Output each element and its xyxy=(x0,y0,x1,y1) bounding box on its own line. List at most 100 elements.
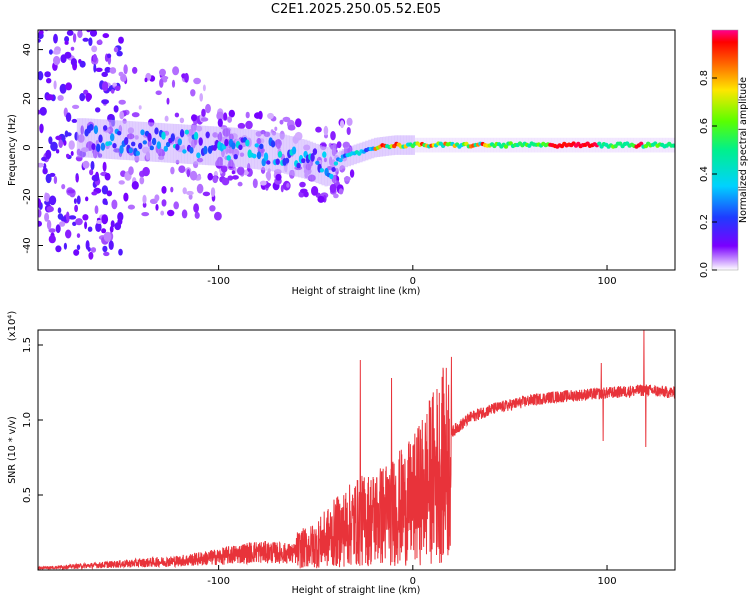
spectrogram-noise-cell xyxy=(76,195,81,205)
spectrogram-band-cell xyxy=(309,141,314,181)
spectrogram-band-cell xyxy=(283,134,287,174)
spectrogram-noise-cell xyxy=(311,186,319,196)
spectrogram-ridge-cell xyxy=(312,148,318,156)
spectrogram-noise-cell xyxy=(65,112,72,122)
spectrogram-noise-cell xyxy=(330,131,336,141)
spectrogram-noise-cell xyxy=(118,36,124,44)
spectrogram-noise-cell xyxy=(79,21,83,29)
spectrogram-ridge-cell xyxy=(233,154,238,160)
spectrogram-noise-cell xyxy=(53,33,58,44)
spectrogram-noise-cell xyxy=(45,94,54,101)
spectrogram-noise-cell xyxy=(76,233,81,239)
spectrogram-ridge-cell xyxy=(226,155,231,161)
spectrogram-noise-cell xyxy=(66,153,70,158)
spectrogram-noise-cell xyxy=(182,187,187,195)
spectrogram-marks xyxy=(38,21,675,260)
spectrogram-y-ticks: -40 -20 0 20 40 xyxy=(22,43,43,254)
spectrogram-noise-cell xyxy=(38,162,45,168)
spectrogram-noise-cell xyxy=(173,201,179,210)
spectrogram-noise-cell xyxy=(82,214,89,221)
spectrogram-noise-cell xyxy=(64,36,70,43)
spectrogram-noise-cell xyxy=(44,71,51,78)
spectrogram-noise-cell xyxy=(190,89,196,97)
spectrogram-panel: -100 0 100 -40 -20 0 20 40 Height of straight … xyxy=(7,21,676,297)
spectrogram-ridge-cell xyxy=(175,143,180,151)
spectrogram-noise-cell xyxy=(76,244,81,251)
spectrogram-noise-cell xyxy=(237,181,243,187)
spectrogram-noise-cell xyxy=(103,251,110,257)
spectrogram-noise-cell xyxy=(161,186,167,194)
spectrogram-ridge-cell xyxy=(291,146,297,155)
spectrogram-noise-cell xyxy=(95,23,100,29)
snr-y-tick-label: 1.0 xyxy=(22,412,33,428)
spectrogram-x-label: Height of straight line (km) xyxy=(292,286,421,297)
spectrogram-noise-cell xyxy=(85,196,89,202)
snr-y-label: SNR (10 * v/v) xyxy=(7,416,18,484)
spectrogram-band-cell xyxy=(341,149,346,169)
spectrogram-band-cell xyxy=(330,145,334,185)
spectrogram-noise-cell xyxy=(282,116,291,123)
spectrogram-noise-cell xyxy=(111,199,118,210)
spectrogram-noise-cell xyxy=(57,95,64,101)
spectrogram-band-cell xyxy=(196,125,200,165)
spectrogram-band-cell xyxy=(280,133,284,173)
spectrogram-noise-cell xyxy=(227,116,233,123)
spectrogram-noise-cell xyxy=(79,60,86,68)
spectrogram-noise-cell xyxy=(243,169,249,176)
spectrogram-noise-cell xyxy=(245,111,250,119)
spectrogram-noise-cell xyxy=(202,84,206,92)
spectrogram-noise-cell xyxy=(38,71,44,81)
spectrogram-ridge-cell xyxy=(161,131,166,140)
spectrogram-ridge-cell xyxy=(147,132,152,142)
snr-x-tick-label: 0 xyxy=(410,576,416,587)
spectrogram-noise-cell xyxy=(118,180,125,185)
spectrogram-band-cell xyxy=(266,131,270,171)
spectrogram-ridge-cell xyxy=(259,143,264,149)
spectrogram-ridge-cell xyxy=(93,125,99,135)
spectrogram-noise-cell xyxy=(94,205,99,215)
spectrogram-noise-cell xyxy=(73,198,77,204)
spectrogram-noise-cell xyxy=(55,245,62,253)
spectrogram-ridge-cell xyxy=(310,153,315,162)
spectrogram-noise-cell xyxy=(340,120,345,129)
spectrogram-noise-cell xyxy=(221,177,230,186)
spectrogram-noise-cell xyxy=(132,66,138,74)
spectrogram-noise-cell xyxy=(174,112,180,118)
spectrogram-band-cell xyxy=(161,123,165,163)
spectrogram-noise-cell xyxy=(59,83,67,94)
spectrogram-band-cell xyxy=(292,136,296,176)
spectrogram-noise-cell xyxy=(106,190,113,197)
colorbar-tick-label: 0.8 xyxy=(699,70,710,86)
snr-y-ticks: 0.5 1.0 1.5 xyxy=(22,337,43,503)
spectrogram-noise-cell xyxy=(70,151,74,156)
spectrogram-noise-cell xyxy=(39,123,44,134)
spectrogram-band-cell xyxy=(94,118,98,159)
spectrogram-noise-cell xyxy=(75,218,83,226)
snr-y-tick-label: 0.5 xyxy=(22,487,33,503)
spectrogram-noise-cell xyxy=(236,166,245,176)
spectrogram-noise-cell xyxy=(102,33,110,39)
spectrogram-ridge-cell xyxy=(333,161,339,166)
spectrogram-noise-cell xyxy=(101,185,109,195)
spectrogram-ridge-cell xyxy=(131,141,136,147)
spectrogram-noise-cell xyxy=(346,117,353,126)
spectrogram-noise-cell xyxy=(216,111,224,121)
spectrogram-ridge-cell xyxy=(301,158,306,164)
spectrogram-noise-cell xyxy=(231,170,236,175)
spectrogram-band-cell xyxy=(103,119,107,159)
spectrogram-noise-cell xyxy=(82,160,90,169)
spectrogram-noise-cell xyxy=(55,135,62,141)
spectrogram-frame xyxy=(37,29,676,271)
spectrogram-noise-cell xyxy=(48,235,56,244)
spectrogram-ridge-cell xyxy=(135,150,140,156)
spectrogram-noise-cell xyxy=(92,53,98,63)
figure-title: C2E1.2025.250.05.52.E05 xyxy=(271,2,441,17)
spectrogram-noise-cell xyxy=(65,82,72,91)
spectrogram-noise-cell xyxy=(317,195,325,203)
spectrogram-noise-cell xyxy=(267,112,274,120)
spectrogram-noise-cell xyxy=(67,189,75,194)
spectrogram-band-cell xyxy=(257,130,261,170)
spectrogram-band-cell xyxy=(187,124,191,164)
spectrogram-ridge-cell xyxy=(198,137,203,146)
spectrogram-noise-cell xyxy=(109,67,117,74)
